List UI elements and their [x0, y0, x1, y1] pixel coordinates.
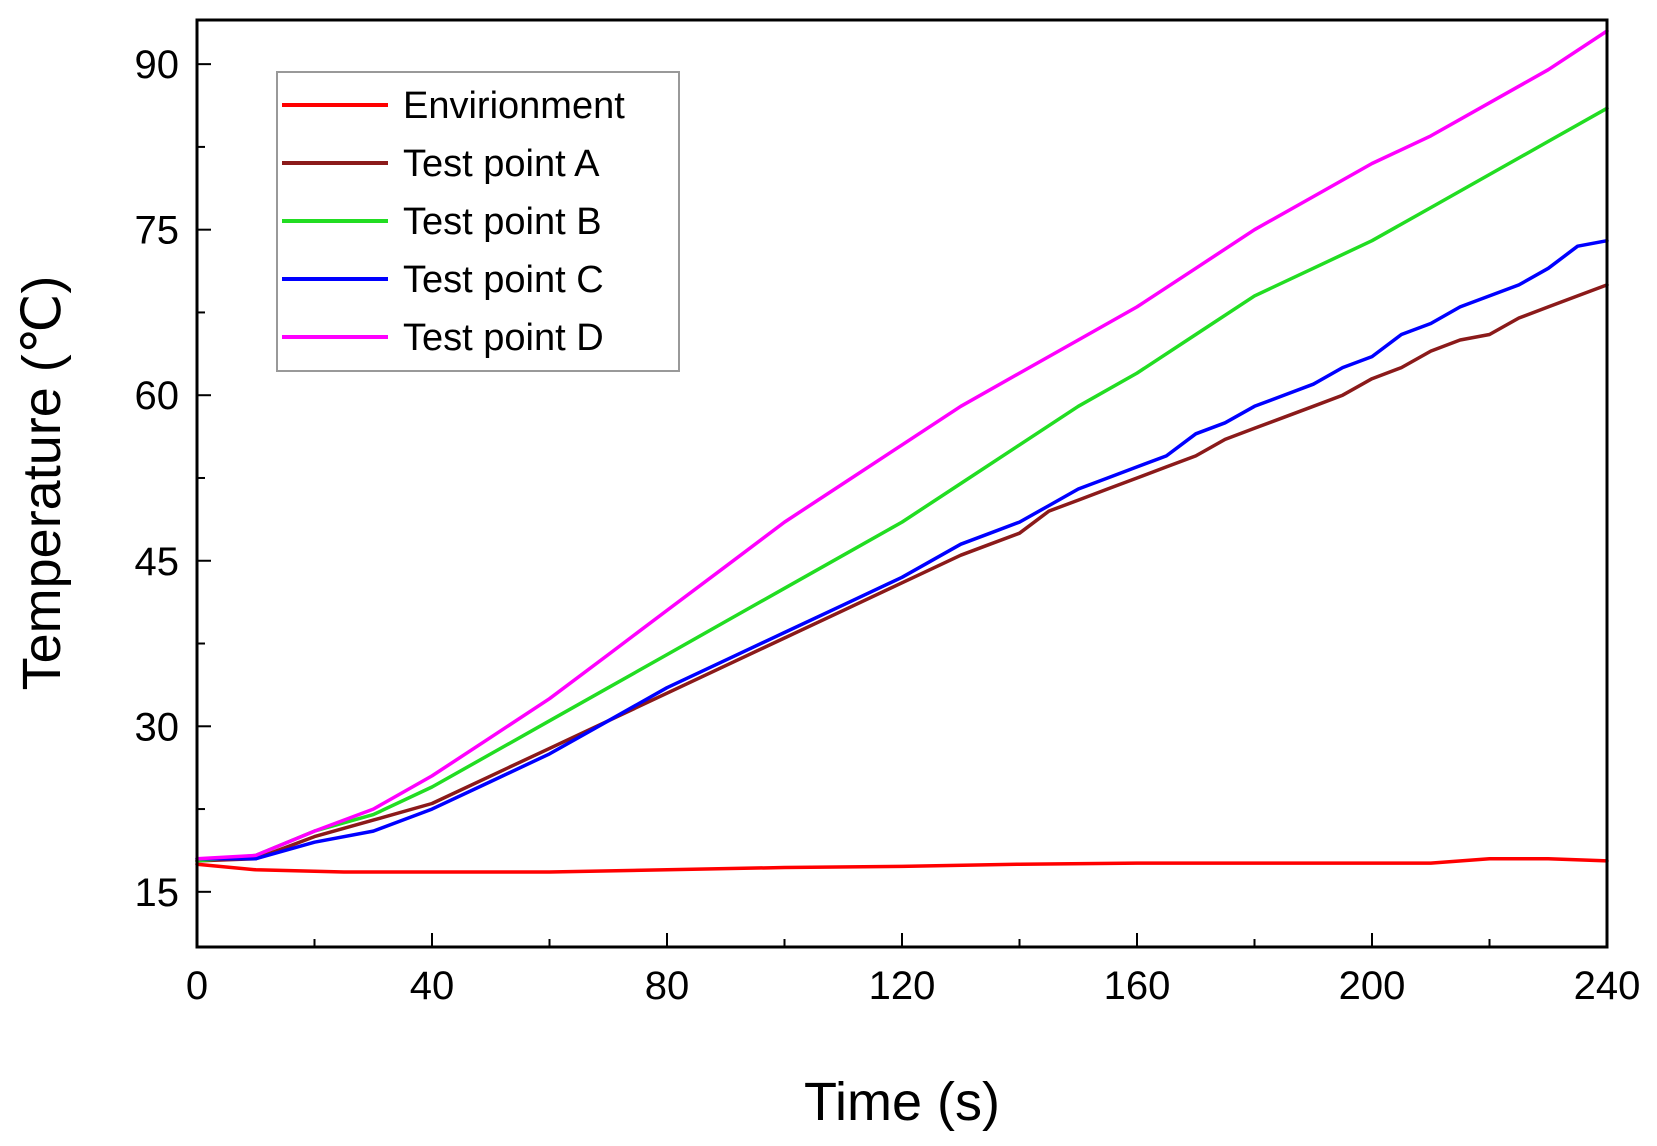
series-line-1	[195, 283, 1609, 863]
y-tick-label: 75	[135, 209, 180, 253]
series-layer	[195, 29, 1609, 874]
y-axis-title: Temperature (℃)	[12, 276, 72, 691]
y-tick-label: 15	[135, 871, 180, 915]
y-tick-label: 30	[135, 705, 180, 749]
series-line-2	[195, 106, 1609, 863]
x-tick-label: 0	[186, 964, 208, 1008]
legend: Envirionment Test point A Test point B Test…	[276, 71, 680, 372]
x-tick-label: 240	[1574, 964, 1641, 1008]
legend-label-2: Test point B	[403, 201, 602, 243]
legend-label-4: Test point D	[403, 317, 604, 359]
x-tick-label: 120	[869, 964, 936, 1008]
legend-label-0: Envirionment	[403, 85, 625, 127]
series-line-0	[195, 856, 1609, 874]
y-tick-label: 45	[135, 540, 180, 584]
legend-label-1: Test point A	[403, 143, 600, 185]
y-tick-label: 90	[135, 43, 180, 87]
legend-label-3: Test point C	[403, 259, 604, 301]
x-tick-label: 200	[1339, 964, 1406, 1008]
x-tick-label: 160	[1104, 964, 1171, 1008]
x-axis: 0 40 80 120 160 200 240	[186, 933, 1641, 1008]
y-tick-label: 60	[135, 374, 180, 418]
x-tick-label: 80	[645, 964, 690, 1008]
y-axis: 15 30 45 60 75 90	[135, 43, 211, 915]
x-tick-label: 40	[410, 964, 455, 1008]
x-axis-title: Time (s)	[804, 1072, 1000, 1132]
series-line-4	[195, 29, 1609, 861]
series-line-3	[195, 238, 1609, 861]
